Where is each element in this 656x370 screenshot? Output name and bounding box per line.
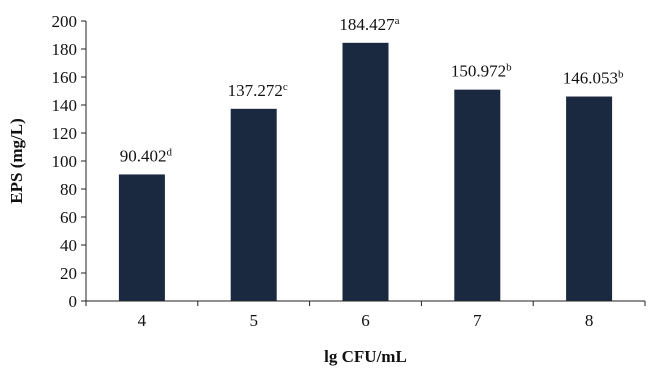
data-label-7: 150.972b xyxy=(451,62,512,81)
significance-letter: b xyxy=(618,69,624,81)
data-label-6: 184.427a xyxy=(339,15,399,34)
y-tick-label: 80 xyxy=(60,180,77,199)
y-tick-label: 100 xyxy=(52,152,78,171)
data-label-value: 184.427 xyxy=(339,15,395,34)
y-tick-label: 20 xyxy=(60,264,77,283)
x-tick-label-5: 5 xyxy=(249,311,258,330)
y-tick-label: 160 xyxy=(52,68,78,87)
data-label-5: 137.272c xyxy=(228,81,288,100)
y-tick-label: 40 xyxy=(60,236,77,255)
data-label-value: 90.402 xyxy=(120,146,167,165)
data-label-8: 146.053b xyxy=(563,69,624,88)
y-tick-label: 180 xyxy=(52,40,78,59)
x-axis-ticks: 4 5 6 7 8 xyxy=(85,301,646,330)
y-tick-label: 140 xyxy=(52,96,78,115)
y-axis-ticks: 0 20 40 60 80 100 120 140 160 180 200 xyxy=(52,12,86,311)
y-tick-label: 60 xyxy=(60,208,77,227)
bar-6 xyxy=(342,42,389,302)
bar-5 xyxy=(230,108,277,301)
x-tick-label-8: 8 xyxy=(585,311,594,330)
bar-7 xyxy=(454,89,501,302)
significance-letter: b xyxy=(506,62,512,74)
significance-letter: c xyxy=(283,81,288,93)
bar-8 xyxy=(566,96,613,301)
data-label-value: 146.053 xyxy=(563,69,618,88)
y-tick-label: 200 xyxy=(52,12,78,31)
data-label-value: 137.272 xyxy=(228,81,283,100)
significance-letter: a xyxy=(395,15,400,27)
y-axis-title: EPS (mg/L) xyxy=(7,118,26,203)
x-axis-title: lg CFU/mL xyxy=(324,347,407,366)
x-tick-label-7: 7 xyxy=(473,311,482,330)
y-tick-label: 120 xyxy=(52,124,78,143)
significance-letter: d xyxy=(167,146,173,158)
y-tick-label: 0 xyxy=(69,292,78,311)
x-tick-label-6: 6 xyxy=(361,311,370,330)
x-tick-label-4: 4 xyxy=(138,311,147,330)
bar-4 xyxy=(118,174,165,301)
data-label-value: 150.972 xyxy=(451,62,506,81)
data-label-4: 90.402d xyxy=(120,146,173,165)
bars xyxy=(118,42,613,302)
